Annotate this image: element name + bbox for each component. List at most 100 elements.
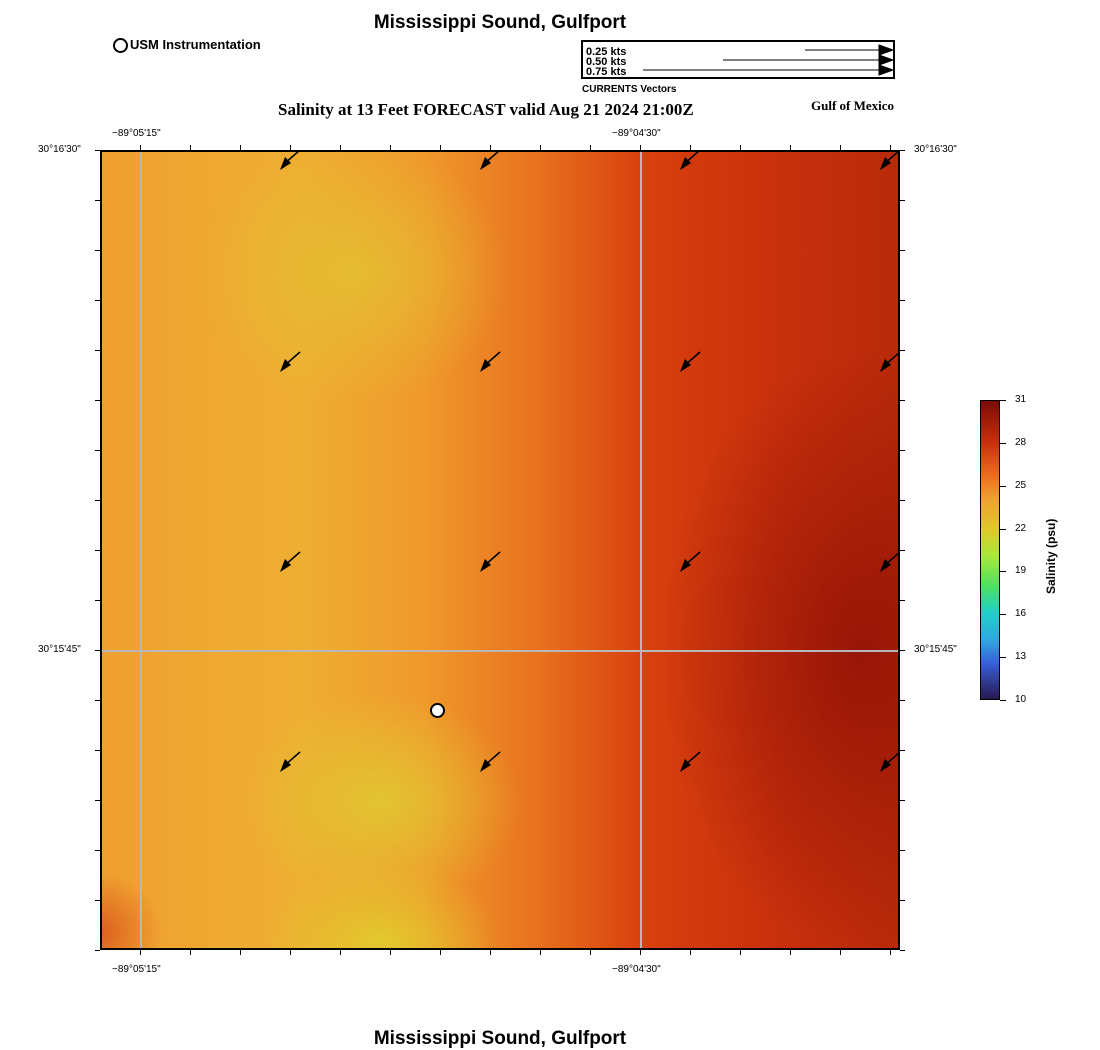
axis-tick: [900, 500, 905, 501]
axis-tick: [690, 950, 691, 955]
current-vector-arrow: [880, 552, 898, 572]
colorbar-tick: [1000, 442, 1006, 444]
axis-tick: [95, 250, 100, 251]
axis-tick: [440, 950, 441, 955]
usm-station-marker[interactable]: [430, 703, 445, 718]
axis-tick: [790, 145, 791, 150]
legend-speed-label: 0.25 kts: [586, 46, 627, 58]
axis-tick: [140, 145, 141, 150]
lon-label: −89°05'15": [112, 128, 161, 139]
axis-tick: [190, 145, 191, 150]
axis-tick: [95, 800, 100, 801]
axis-tick: [95, 700, 100, 701]
current-vector-arrow: [680, 551, 701, 572]
current-vector-arrow: [480, 152, 499, 170]
station-legend-label: USM Instrumentation: [130, 37, 261, 52]
gridline: [640, 152, 642, 948]
axis-tick: [900, 400, 905, 401]
colorbar-tick-label: 19: [1015, 565, 1027, 577]
axis-tick: [840, 950, 841, 955]
axis-tick: [340, 145, 341, 150]
station-marker-icon: [113, 38, 128, 53]
colorbar-tick: [1000, 700, 1006, 701]
axis-tick: [440, 145, 441, 150]
legend-speed-label: 0.50 kts: [586, 56, 627, 68]
axis-tick: [690, 145, 691, 150]
axis-tick: [900, 350, 905, 351]
current-vector-arrow: [280, 351, 301, 372]
colorbar-tick-label: 25: [1015, 479, 1027, 491]
map-title: Mississippi Sound, Gulfport: [373, 12, 627, 33]
axis-tick: [240, 950, 241, 955]
colorbar-tick-label: 22: [1015, 522, 1027, 534]
axis-tick: [95, 200, 100, 201]
colorbar-tick-label: 28: [1015, 436, 1027, 448]
axis-tick: [900, 450, 905, 451]
colorbar-tick-label: 31: [1015, 394, 1027, 405]
axis-tick: [240, 145, 241, 150]
current-vector-arrow: [480, 751, 501, 772]
lon-label: −89°04'30": [612, 964, 661, 975]
axis-tick: [900, 850, 905, 851]
axis-tick: [890, 145, 891, 150]
colorbar-tick: [1000, 657, 1006, 659]
lat-label: 30°15'45": [38, 644, 81, 655]
axis-tick: [900, 200, 905, 201]
axis-tick: [740, 950, 741, 955]
axis-tick: [900, 700, 905, 701]
colorbar-tick: [1000, 614, 1006, 616]
axis-tick: [740, 145, 741, 150]
axis-tick: [900, 900, 905, 901]
axis-tick: [900, 950, 905, 951]
lon-label: −89°05'15": [112, 964, 161, 975]
axis-tick: [640, 950, 641, 955]
colorbar-tick: [1000, 528, 1006, 530]
lat-label: 30°16'30": [38, 144, 81, 155]
axis-tick: [95, 400, 100, 401]
axis-tick: [900, 300, 905, 301]
axis-tick: [95, 950, 100, 951]
vector-legend: 0.25 kts 0.50 kts 0.75 kts: [581, 40, 895, 79]
axis-tick: [290, 950, 291, 955]
colorbar-tick: [1000, 485, 1006, 487]
current-vector-arrow: [880, 352, 898, 372]
salinity-colorbar: [980, 400, 1000, 700]
axis-tick: [900, 150, 905, 151]
axis-tick: [340, 950, 341, 955]
region-label: Gulf of Mexico: [811, 98, 895, 113]
colorbar-tick-label: 10: [1015, 694, 1027, 705]
current-vector-arrow: [280, 751, 301, 772]
gridline: [140, 152, 142, 948]
current-vector-arrow: [880, 152, 898, 170]
lat-label: 30°15'45": [914, 644, 957, 655]
current-vector-arrow: [480, 351, 501, 372]
footer-title: Mississippi Sound, Gulfport: [373, 1028, 627, 1049]
current-vector-arrow: [680, 351, 701, 372]
lon-label: −89°04'30": [612, 128, 661, 139]
lat-label: 30°16'30": [914, 144, 957, 155]
axis-tick: [95, 150, 100, 151]
legend-arrows-icon: [643, 44, 893, 76]
colorbar-label: Salinity (psu): [1044, 518, 1058, 594]
salinity-map: [100, 150, 900, 950]
axis-tick: [390, 950, 391, 955]
axis-tick: [900, 750, 905, 751]
gridline: [102, 650, 898, 652]
axis-tick: [95, 550, 100, 551]
axis-tick: [95, 600, 100, 601]
axis-tick: [490, 950, 491, 955]
axis-tick: [900, 550, 905, 551]
axis-tick: [900, 800, 905, 801]
colorbar-tick-label: 16: [1015, 608, 1027, 620]
colorbar-tick: [1000, 571, 1006, 573]
axis-tick: [540, 145, 541, 150]
axis-tick: [95, 300, 100, 301]
axis-tick: [490, 145, 491, 150]
axis-tick: [890, 950, 891, 955]
axis-tick: [95, 500, 100, 501]
axis-tick: [840, 145, 841, 150]
axis-tick: [900, 250, 905, 251]
axis-tick: [95, 650, 100, 651]
axis-tick: [95, 850, 100, 851]
current-vector-arrow: [680, 751, 701, 772]
